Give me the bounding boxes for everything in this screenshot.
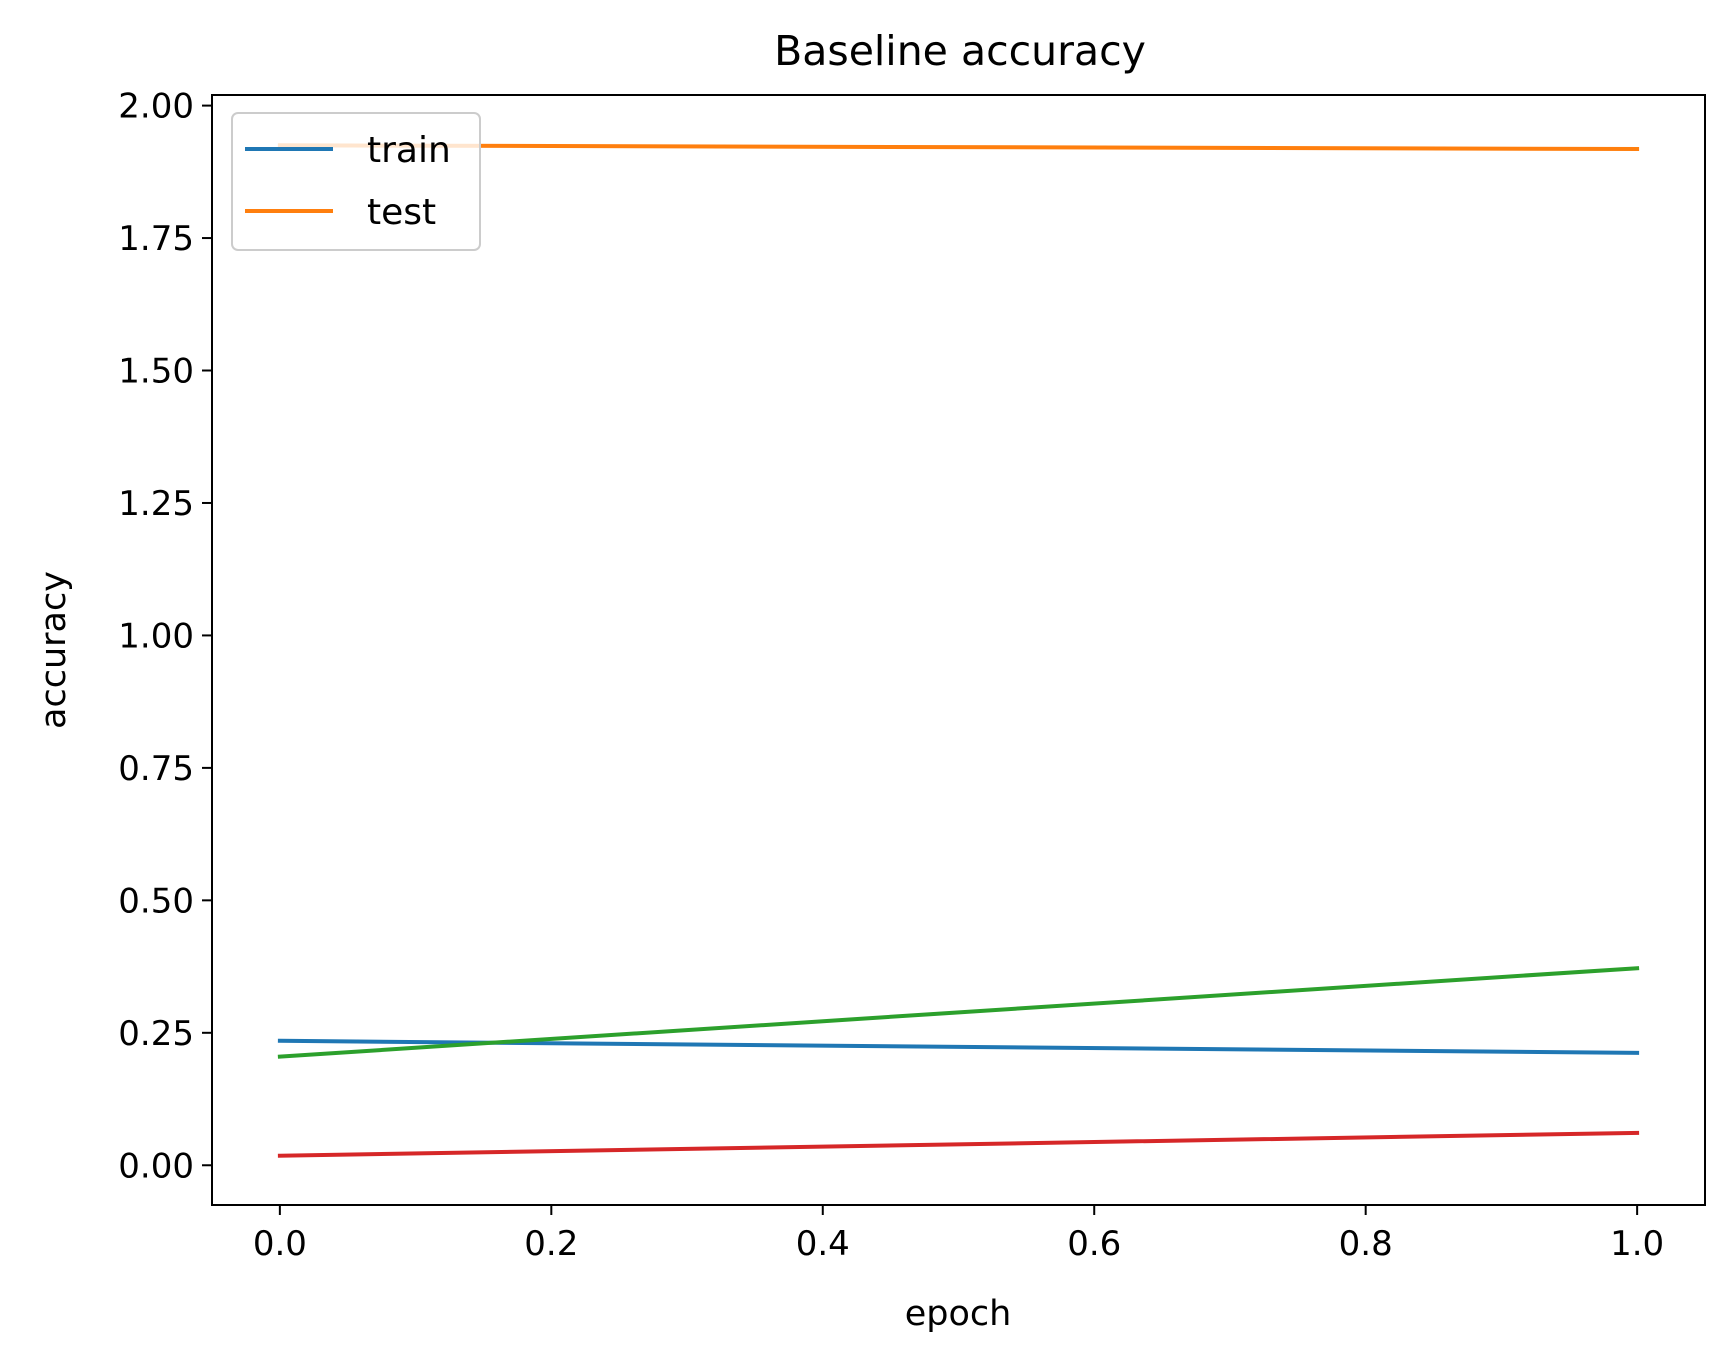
x-tick-label: 0.6 [1067, 1224, 1121, 1264]
series-layer [277, 143, 1640, 1158]
x-tick-label: 1.0 [1610, 1224, 1664, 1264]
legend: train test [231, 112, 481, 251]
legend-label-test: test [367, 192, 436, 233]
y-tick-label: 0.75 [118, 749, 194, 789]
y-tick-label: 2.00 [118, 87, 194, 127]
y-axis-ticks: 0.00 0.25 0.50 0.75 1.00 1.25 1.50 1.75 2.00 [118, 87, 212, 1186]
x-tick-label: 0.0 [253, 1224, 307, 1264]
y-tick-label: 1.25 [118, 484, 194, 524]
y-axis-label: accuracy [34, 571, 74, 729]
y-tick-label: 0.00 [118, 1146, 194, 1186]
legend-label-train: train [367, 130, 451, 171]
y-tick-label: 0.50 [118, 881, 194, 921]
series-line-test [277, 143, 1640, 152]
x-tick-label: 0.4 [796, 1224, 850, 1264]
series-line-4 [277, 1130, 1640, 1158]
x-axis-label: epoch [905, 1294, 1012, 1334]
y-tick-label: 1.75 [118, 219, 194, 259]
series-line-3 [277, 966, 1640, 1059]
x-tick-label: 0.8 [1339, 1224, 1393, 1264]
x-axis-ticks: 0.0 0.2 0.4 0.6 0.8 1.0 [253, 1205, 1664, 1264]
plot-frame [211, 94, 1706, 1206]
y-tick-label: 0.25 [118, 1014, 194, 1054]
x-tick-label: 0.2 [524, 1224, 578, 1264]
y-tick-label: 1.00 [118, 616, 194, 656]
y-tick-label: 1.50 [118, 352, 194, 392]
chart-title: Baseline accuracy [774, 27, 1146, 75]
